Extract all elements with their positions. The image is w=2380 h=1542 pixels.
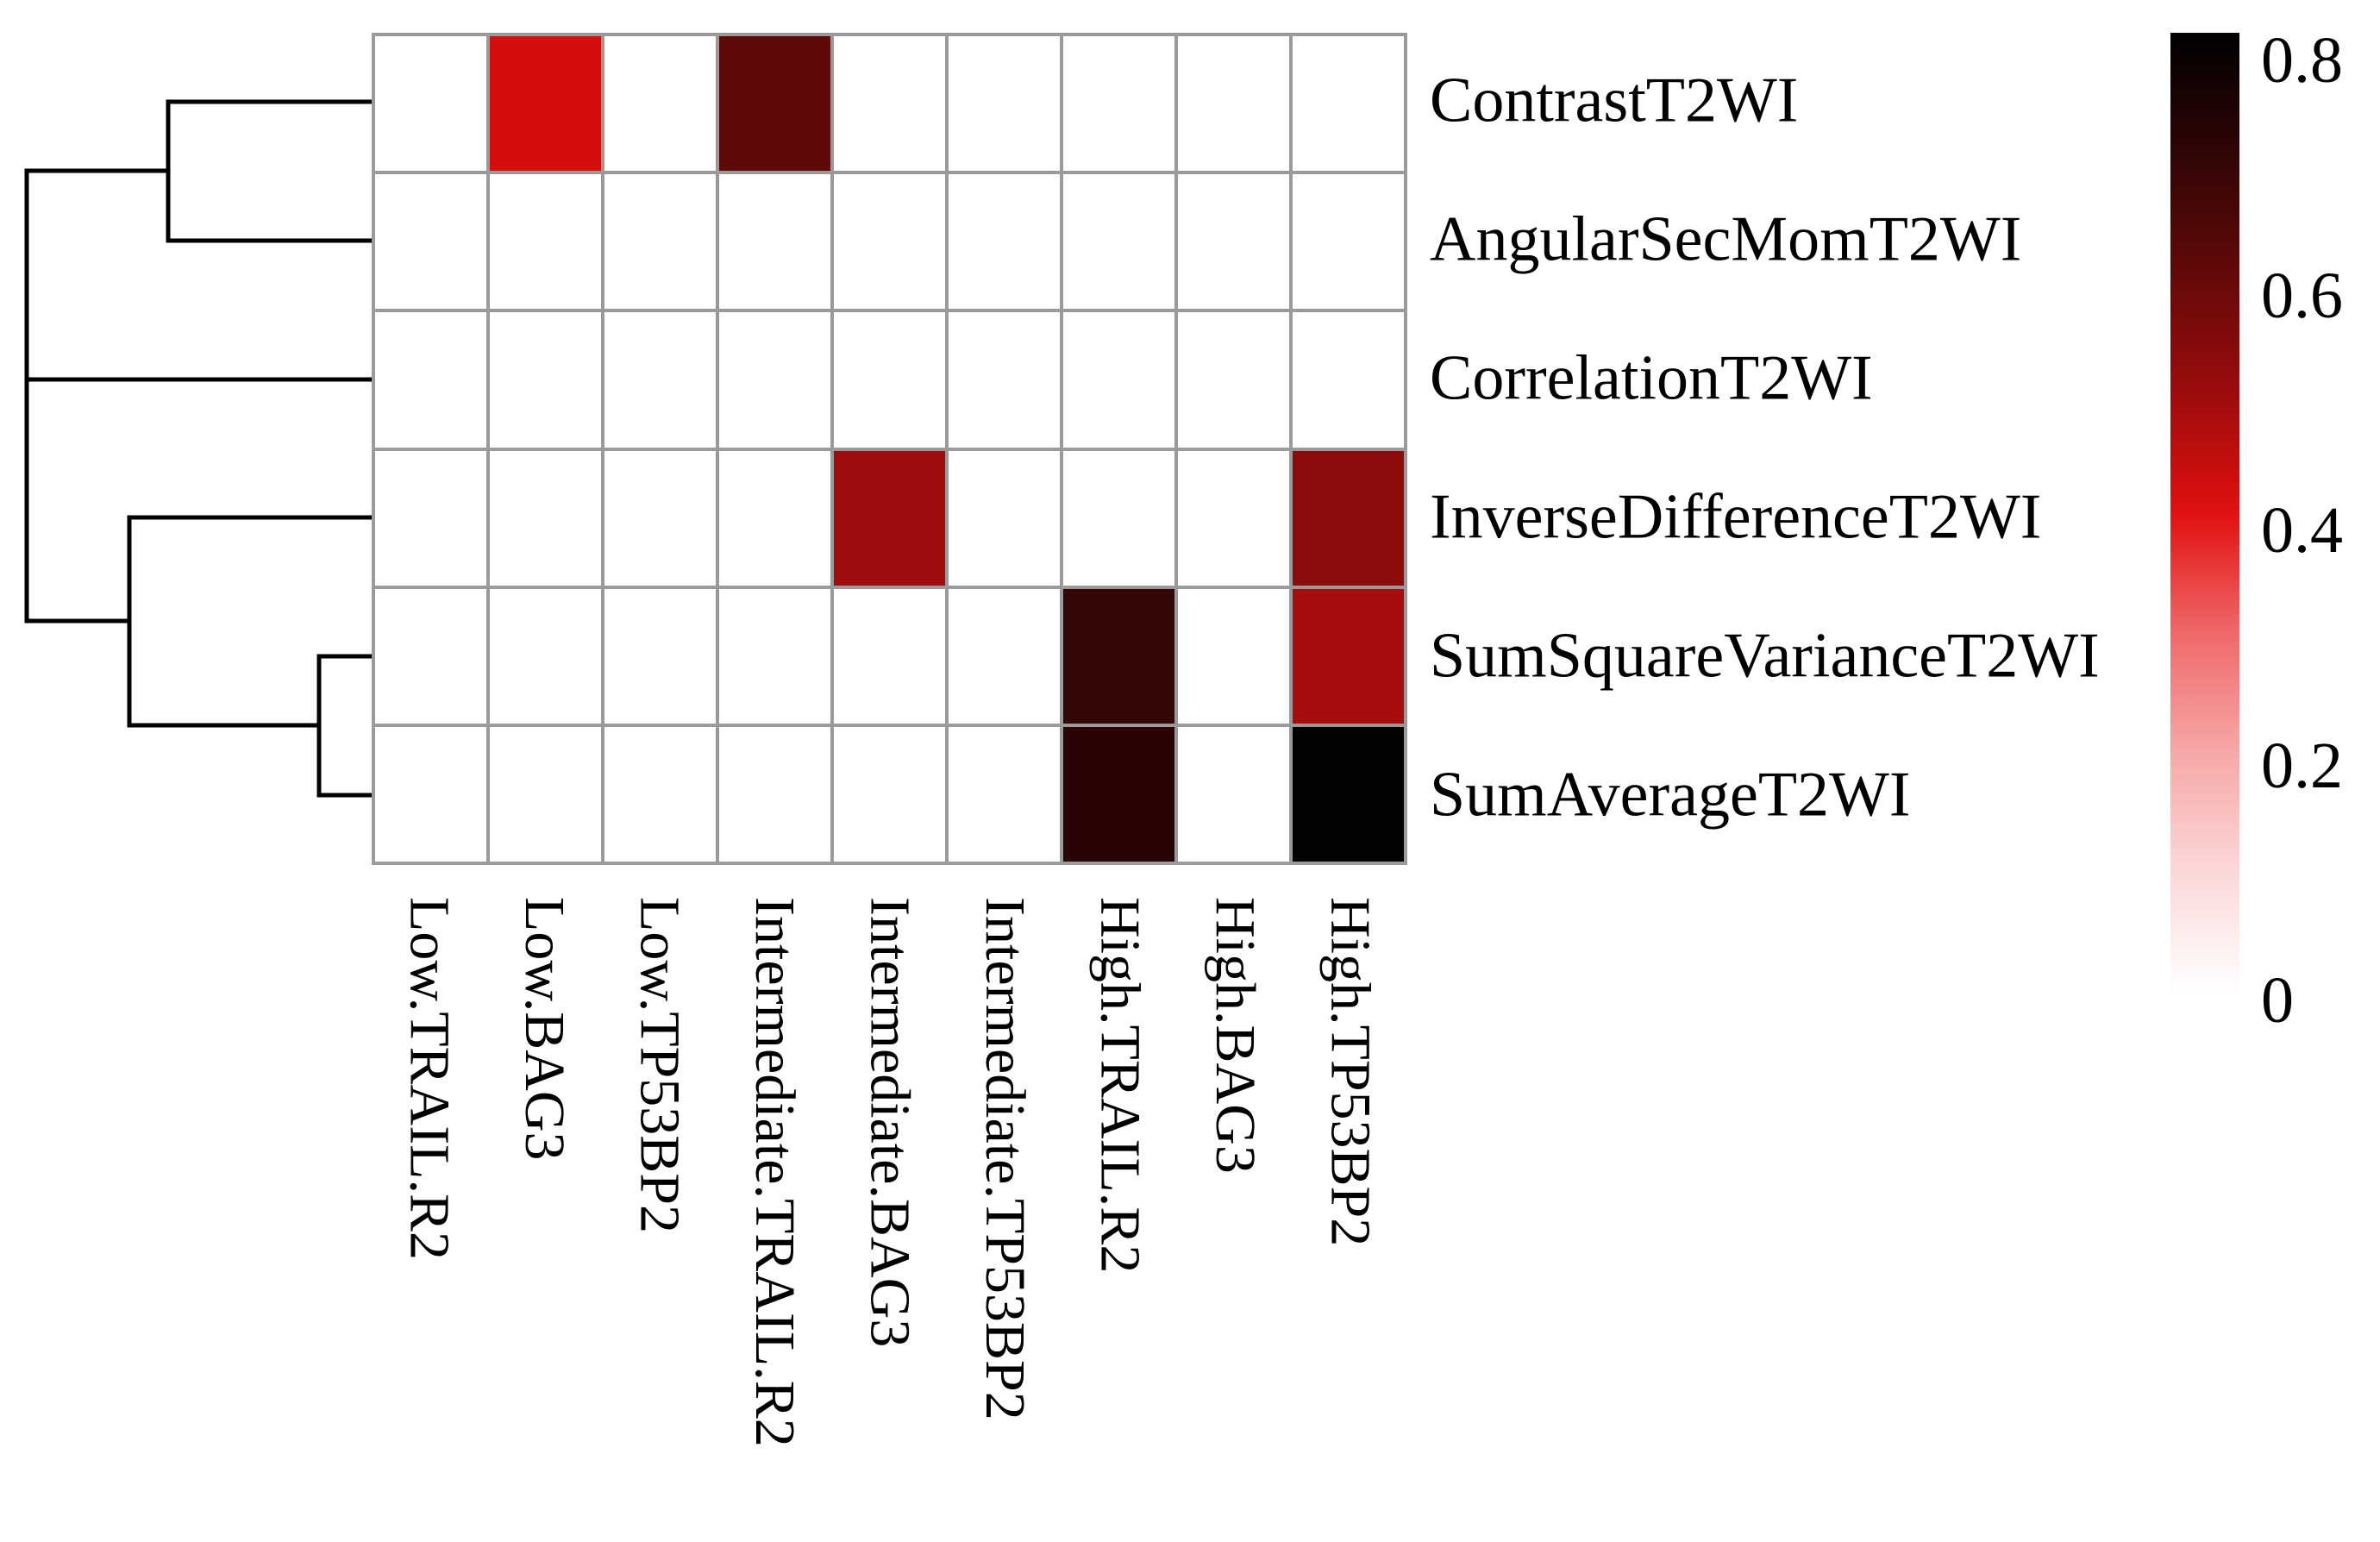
heatmap-cell-r1c6 [949, 36, 1060, 172]
heatmap-cell-r2c1 [375, 174, 486, 310]
row-label: InverseDifferenceT2WI [1430, 481, 2042, 553]
row-label: SumAverageT2WI [1430, 759, 1911, 831]
heatmap-cell-r1c9 [1293, 36, 1404, 172]
row-label: SumSquareVarianceT2WI [1430, 620, 2100, 692]
row-label: CorrelationT2WI [1430, 342, 1873, 414]
heatmap-cell-r2c9 [1293, 174, 1404, 310]
heatmap-cell-r6c3 [604, 726, 716, 862]
heatmap-cell-r1c7 [1063, 36, 1174, 172]
column-label: Intermediate.BAG3 [858, 897, 922, 1348]
column-label: High.TRAIL.R2 [1088, 897, 1152, 1274]
heatmap-cell-r6c5 [834, 726, 945, 862]
colorbar-tick-label: 0.8 [2261, 24, 2343, 97]
heatmap-cell-r4c9 [1293, 450, 1404, 586]
heatmap-cell-r1c5 [834, 36, 945, 172]
column-label: Low.TP53BP2 [628, 897, 692, 1233]
heatmap-cell-r4c2 [490, 450, 601, 586]
heatmap-cell-r3c2 [490, 312, 601, 448]
heatmap-cell-r2c5 [834, 174, 945, 310]
colorbar-tick-label: 0.4 [2261, 494, 2343, 567]
heatmap-cell-r4c3 [604, 450, 716, 586]
colorbar-gradient [2170, 33, 2239, 992]
colorbar-tick-label: 0 [2261, 964, 2294, 1037]
heatmap-cell-r5c8 [1178, 588, 1289, 724]
column-label: Low.BAG3 [513, 897, 577, 1161]
heatmap-cell-r2c3 [604, 174, 716, 310]
heatmap-cell-r3c5 [834, 312, 945, 448]
column-label: Intermediate.TP53BP2 [973, 897, 1037, 1420]
heatmap-cell-r5c4 [719, 588, 830, 724]
column-label: High.TP53BP2 [1318, 897, 1382, 1247]
colorbar-tick-label: 0.6 [2261, 259, 2343, 332]
heatmap-grid [372, 33, 1407, 865]
heatmap-cell-r6c1 [375, 726, 486, 862]
column-label: Low.TRAIL.R2 [398, 897, 461, 1261]
heatmap-cell-r4c6 [949, 450, 1060, 586]
heatmap-cell-r4c8 [1178, 450, 1289, 586]
heatmap-cell-r3c4 [719, 312, 830, 448]
heatmap-cell-r2c8 [1178, 174, 1289, 310]
heatmap-cell-r5c2 [490, 588, 601, 724]
heatmap-cell-r1c4 [719, 36, 830, 172]
heatmap-cell-r5c6 [949, 588, 1060, 724]
heatmap-cell-r6c4 [719, 726, 830, 862]
heatmap-cell-r3c8 [1178, 312, 1289, 448]
heatmap-cell-r6c9 [1293, 726, 1404, 862]
heatmap-cell-r3c6 [949, 312, 1060, 448]
row-dendrogram [24, 99, 375, 798]
heatmap-cell-r3c9 [1293, 312, 1404, 448]
row-label: ContrastT2WI [1430, 65, 1799, 136]
heatmap-cell-r5c9 [1293, 588, 1404, 724]
heatmap-cell-r6c2 [490, 726, 601, 862]
heatmap-cell-r4c5 [834, 450, 945, 586]
heatmap-cell-r4c4 [719, 450, 830, 586]
heatmap-cell-r1c2 [490, 36, 601, 172]
heatmap-cell-r3c3 [604, 312, 716, 448]
heatmap-cell-r4c7 [1063, 450, 1174, 586]
heatmap-cell-r2c6 [949, 174, 1060, 310]
colorbar-tick-label: 0.2 [2261, 729, 2343, 802]
heatmap-cell-r3c7 [1063, 312, 1174, 448]
heatmap-cell-r5c3 [604, 588, 716, 724]
row-label: AngularSecMomT2WI [1430, 204, 2022, 275]
heatmap-cell-r5c1 [375, 588, 486, 724]
heatmap-cell-r1c1 [375, 36, 486, 172]
heatmap-cell-r6c7 [1063, 726, 1174, 862]
column-label: High.BAG3 [1203, 897, 1267, 1174]
heatmap-cell-r5c7 [1063, 588, 1174, 724]
heatmap-cell-r6c8 [1178, 726, 1289, 862]
heatmap-cell-r5c5 [834, 588, 945, 724]
heatmap-cell-r1c3 [604, 36, 716, 172]
heatmap-cell-r6c6 [949, 726, 1060, 862]
heatmap-cell-r2c4 [719, 174, 830, 310]
heatmap-cell-r2c7 [1063, 174, 1174, 310]
heatmap-cell-r2c2 [490, 174, 601, 310]
heatmap-cell-r4c1 [375, 450, 486, 586]
heatmap-cell-r3c1 [375, 312, 486, 448]
heatmap-cell-r1c8 [1178, 36, 1289, 172]
column-label: Intermediate.TRAIL.R2 [743, 897, 807, 1447]
